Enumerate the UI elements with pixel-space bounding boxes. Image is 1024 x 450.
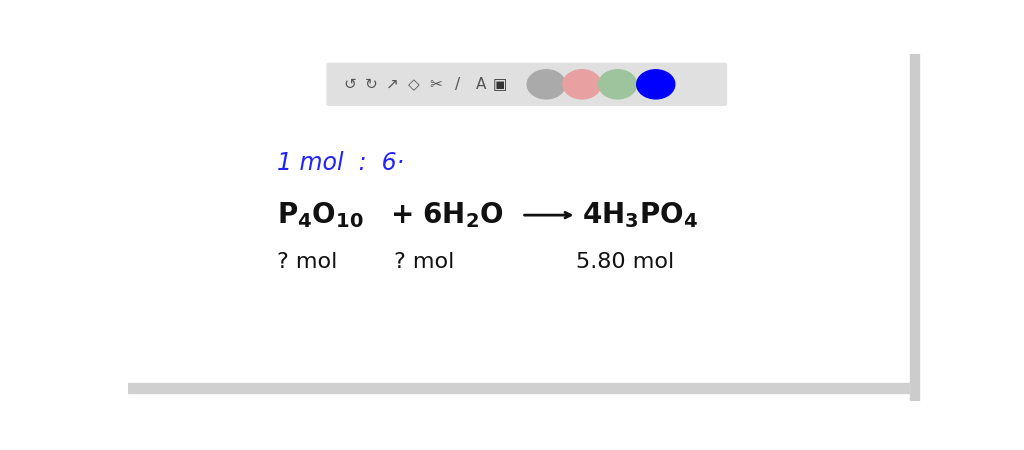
Text: $\mathbf{4H_3PO_4}$: $\mathbf{4H_3PO_4}$ [582, 200, 698, 230]
Ellipse shape [563, 70, 601, 99]
Text: $\mathbf{P_4O_{10}}$: $\mathbf{P_4O_{10}}$ [278, 200, 364, 230]
Ellipse shape [527, 70, 565, 99]
Text: ◇: ◇ [408, 77, 420, 92]
Bar [909, 54, 920, 400]
Text: 5.80 mol: 5.80 mol [577, 252, 675, 272]
Text: ? mol: ? mol [394, 252, 455, 272]
FancyBboxPatch shape [327, 63, 727, 106]
Text: ↗: ↗ [386, 77, 398, 92]
Ellipse shape [599, 70, 637, 99]
Text: ? mol: ? mol [278, 252, 338, 272]
Text: 1 mol  :  6·: 1 mol : 6· [278, 151, 404, 175]
Text: ↺: ↺ [343, 77, 355, 92]
Ellipse shape [637, 70, 675, 99]
Text: ↻: ↻ [366, 77, 378, 92]
Text: $\mathbf{+ \ 6H_2O}$: $\mathbf{+ \ 6H_2O}$ [390, 200, 504, 230]
Text: /: / [455, 77, 460, 92]
Text: A: A [476, 77, 486, 92]
Bar [128, 383, 909, 393]
Text: ✂: ✂ [429, 77, 442, 92]
Text: ▣: ▣ [493, 77, 507, 92]
